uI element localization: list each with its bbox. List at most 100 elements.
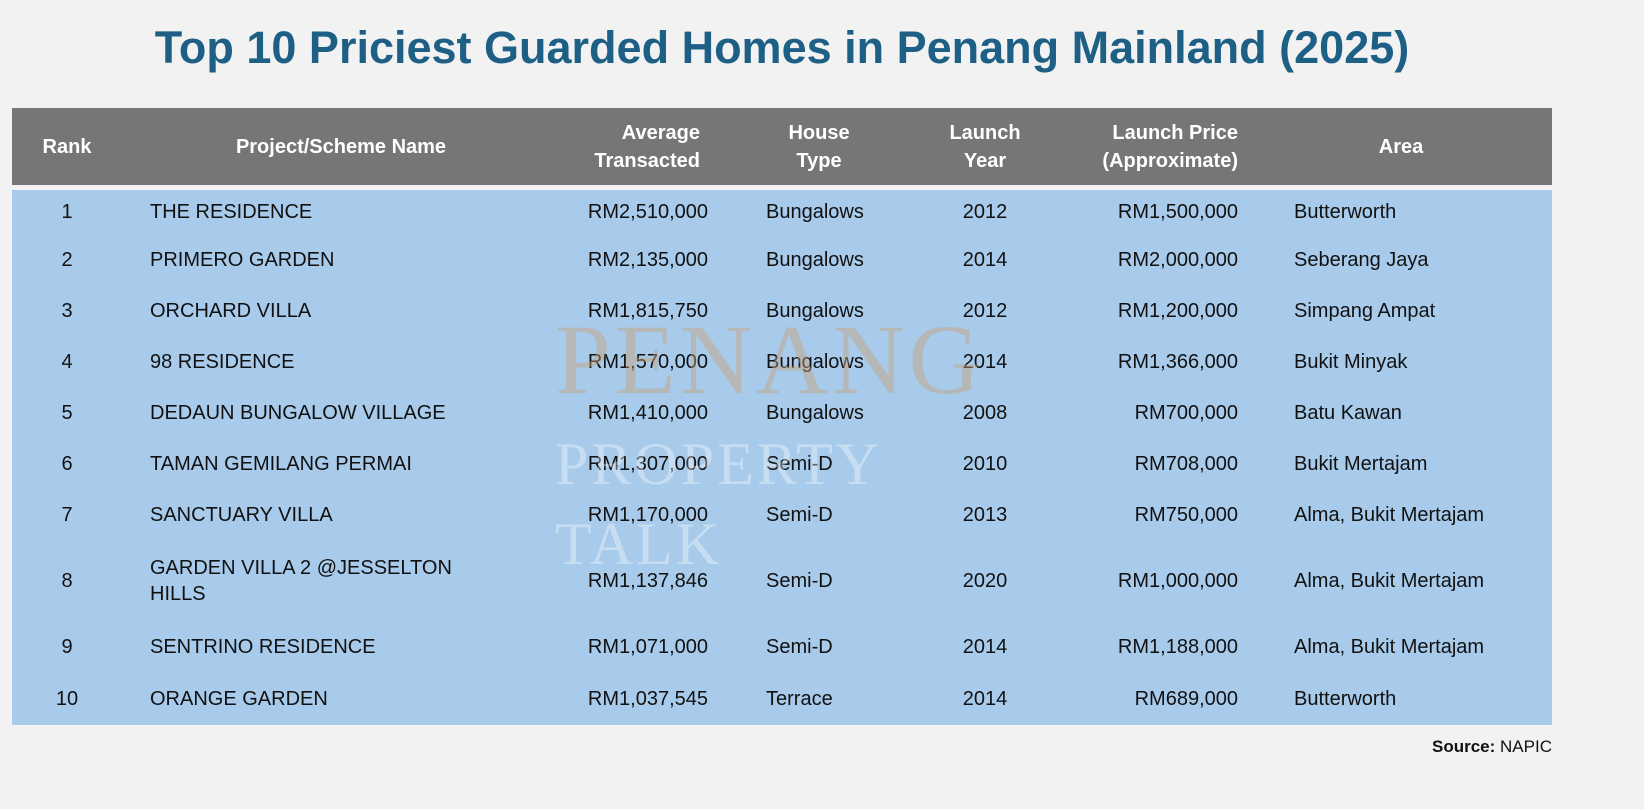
cell-launch-price: RM1,200,000 <box>1117 300 1238 322</box>
cell-launch-price: RM689,000 <box>1134 687 1238 710</box>
header-text: (Approximate) <box>1102 149 1238 172</box>
header-text: Rank <box>42 135 92 158</box>
source-value: NAPIC <box>1500 737 1552 756</box>
table-row: 1 THE RESIDENCE RM2,510,000 Bungalows 2012 RM… <box>12 188 1552 235</box>
cell-rank: 4 <box>61 351 73 373</box>
cell-project-name: DEDAUN BUNGALOW VILLAGE <box>150 402 446 424</box>
cell-average-transacted: RM2,510,000 <box>587 201 708 224</box>
cell-launch-price: RM1,188,000 <box>1117 636 1238 658</box>
cell-rank: 10 <box>55 687 79 710</box>
cell-house-type: Bungalows <box>766 351 864 373</box>
cell-house-type: Semi-D <box>766 504 833 526</box>
cell-house-type: Semi-D <box>766 453 833 475</box>
cell-project-name: PRIMERO GARDEN <box>150 249 335 271</box>
header-house-type: House Type <box>718 108 920 190</box>
cell-average-transacted: RM1,307,000 <box>587 453 708 475</box>
source-label: Source: <box>1432 737 1496 756</box>
header-text: Type <box>796 149 842 172</box>
header-text: Launch Price <box>1112 121 1238 144</box>
header-area: Area <box>1250 108 1552 190</box>
header-text: House <box>788 121 850 144</box>
cell-project-name: TAMAN GEMILANG PERMAI <box>150 453 412 475</box>
cell-area: Alma, Bukit Mertajam <box>1294 504 1485 526</box>
cell-average-transacted: RM2,135,000 <box>587 249 708 271</box>
header-average-transacted: Average Transacted <box>560 108 718 190</box>
header-text: Average <box>621 121 700 144</box>
cell-rank: 5 <box>61 402 73 424</box>
cell-launch-year: 2012 <box>962 201 1008 224</box>
cell-house-type: Bungalows <box>766 249 864 271</box>
cell-average-transacted: RM1,570,000 <box>587 351 708 373</box>
header-text: Launch <box>949 121 1021 144</box>
cell-project-name: ORCHARD VILLA <box>150 300 312 322</box>
header-project-name: Project/Scheme Name <box>122 108 560 190</box>
cell-area: Butterworth <box>1294 201 1397 224</box>
cell-launch-year: 2014 <box>962 351 1008 373</box>
table-row: 6 TAMAN GEMILANG PERMAI RM1,307,000 Semi-D 2… <box>12 439 1552 490</box>
header-launch-price: Launch Price (Approximate) <box>1050 108 1250 190</box>
cell-project-name: THE RESIDENCE <box>150 201 313 224</box>
cell-area: Alma, Bukit Mertajam <box>1294 636 1485 658</box>
cell-house-type: Semi-D <box>766 570 833 592</box>
table-row: 5 DEDAUN BUNGALOW VILLAGE RM1,410,000 Bunga… <box>12 388 1552 439</box>
table-body: 1 THE RESIDENCE RM2,510,000 Bungalows 2012 RM… <box>12 187 1552 725</box>
header-text: Transacted <box>594 149 700 172</box>
header-text: Year <box>963 149 1007 172</box>
guarded-homes-table: Rank Project/Scheme Name Average Transacted… <box>12 108 1552 725</box>
cell-rank: 7 <box>61 504 73 526</box>
cell-rank: 6 <box>61 453 73 475</box>
cell-area: Alma, Bukit Mertajam <box>1294 570 1485 592</box>
cell-launch-price: RM1,000,000 <box>1117 570 1238 592</box>
cell-area: Simpang Ampat <box>1294 300 1436 322</box>
cell-rank: 1 <box>61 201 73 224</box>
cell-project-name: GARDEN VILLA 2 @JESSELTON HILLS <box>150 557 452 605</box>
cell-project-name: 98 RESIDENCE <box>150 351 295 373</box>
table-row: 7 SANCTUARY VILLA RM1,170,000 Semi-D 2013 RM7… <box>12 490 1552 541</box>
cell-rank: 8 <box>61 570 73 592</box>
cell-launch-year: 2013 <box>962 504 1008 526</box>
cell-launch-year: 2020 <box>962 570 1008 592</box>
cell-rank: 9 <box>61 636 73 658</box>
cell-house-type: Bungalows <box>766 300 864 322</box>
cell-launch-price: RM1,366,000 <box>1117 351 1238 373</box>
header-text: Project/Scheme Name <box>235 135 447 158</box>
cell-average-transacted: RM1,410,000 <box>587 402 708 424</box>
cell-project-name: SENTRINO RESIDENCE <box>150 636 376 658</box>
cell-average-transacted: RM1,137,846 <box>587 570 708 592</box>
header-rank: Rank <box>12 108 122 190</box>
cell-launch-price: RM700,000 <box>1134 402 1238 424</box>
cell-rank: 3 <box>61 300 73 322</box>
header-launch-year: Launch Year <box>920 108 1050 190</box>
cell-launch-year: 2014 <box>962 636 1008 658</box>
header-text: Area <box>1378 135 1424 158</box>
cell-launch-price: RM750,000 <box>1134 504 1238 526</box>
cell-average-transacted: RM1,037,545 <box>587 687 708 710</box>
cell-project-name: ORANGE GARDEN <box>150 687 328 710</box>
table-row: 4 98 RESIDENCE RM1,570,000 Bungalows 2014 RM1… <box>12 337 1552 388</box>
cell-launch-price: RM1,500,000 <box>1117 201 1238 224</box>
table-header-row: Rank Project/Scheme Name Average Transacted… <box>12 108 1552 190</box>
cell-project-name: SANCTUARY VILLA <box>150 504 333 526</box>
table-row: 8 GARDEN VILLA 2 @JESSELTON HILLS RM1,137,… <box>12 541 1552 622</box>
cell-rank: 2 <box>61 249 73 271</box>
table-row: 2 PRIMERO GARDEN RM2,135,000 Bungalows 2014 R… <box>12 235 1552 286</box>
cell-launch-price: RM708,000 <box>1134 453 1238 475</box>
table-row: 9 SENTRINO RESIDENCE RM1,071,000 Semi-D 2014… <box>12 622 1552 673</box>
cell-area: Seberang Jaya <box>1294 249 1429 271</box>
cell-average-transacted: RM1,071,000 <box>587 636 708 658</box>
cell-launch-year: 2014 <box>962 687 1008 710</box>
cell-average-transacted: RM1,815,750 <box>587 300 708 322</box>
cell-launch-year: 2008 <box>962 402 1008 424</box>
cell-launch-year: 2014 <box>962 249 1008 271</box>
cell-launch-year: 2010 <box>962 453 1008 475</box>
source-note: Source: NAPIC <box>1432 737 1552 757</box>
cell-launch-price: RM2,000,000 <box>1117 249 1238 271</box>
table-row: 10 ORANGE GARDEN RM1,037,545 Terrace 2014 RM6… <box>12 673 1552 725</box>
cell-average-transacted: RM1,170,000 <box>587 504 708 526</box>
cell-area: Bukit Mertajam <box>1294 453 1428 475</box>
cell-house-type: Semi-D <box>766 636 833 658</box>
cell-launch-year: 2012 <box>962 300 1008 322</box>
table-row: 3 ORCHARD VILLA RM1,815,750 Bungalows 2012 RM… <box>12 286 1552 337</box>
cell-house-type: Terrace <box>766 687 833 710</box>
cell-house-type: Bungalows <box>766 402 864 424</box>
